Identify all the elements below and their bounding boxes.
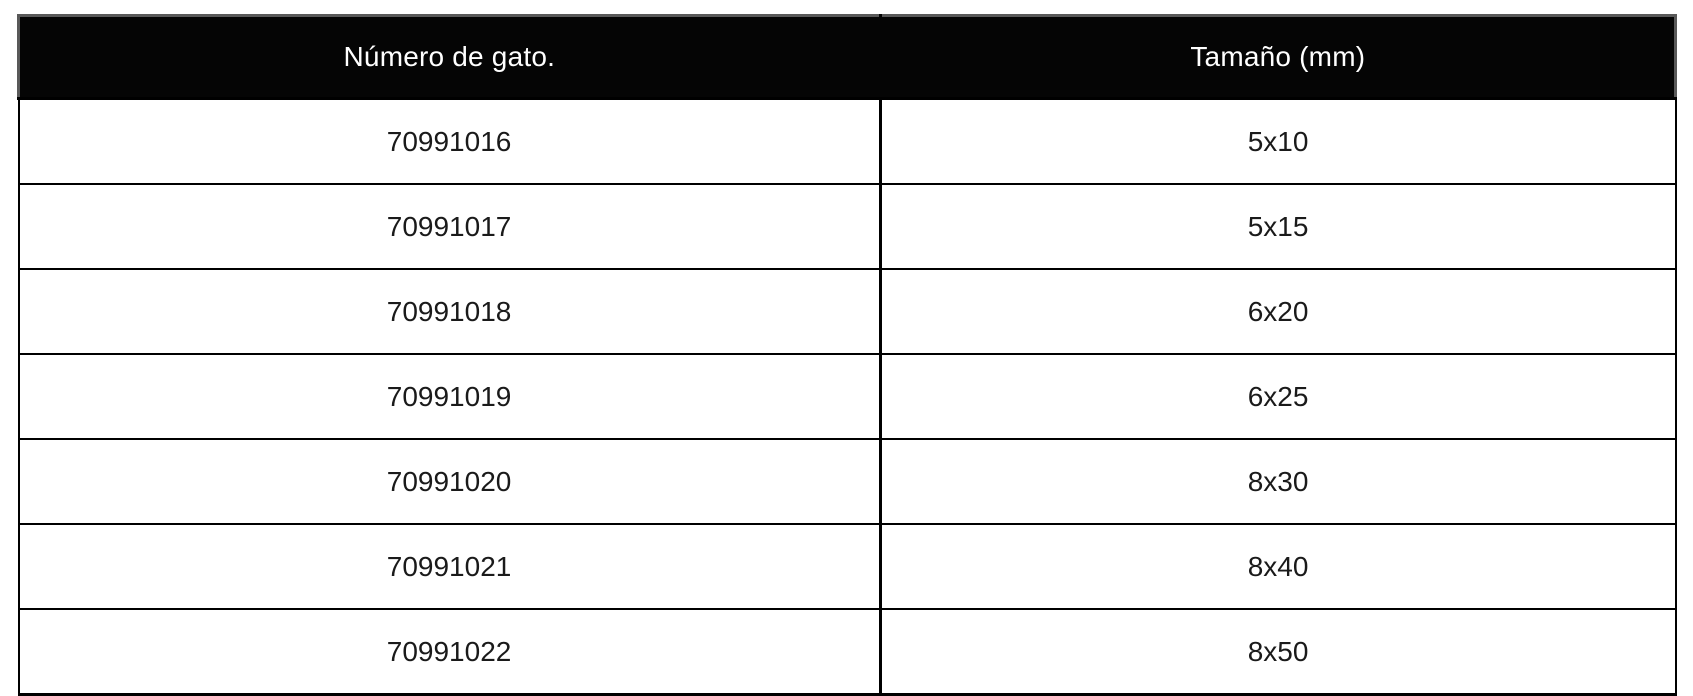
cell-numero-de-gato: 70991020 <box>17 438 882 525</box>
cell-numero-de-gato: 70991022 <box>17 608 882 696</box>
cell-numero-de-gato: 70991016 <box>17 97 882 185</box>
cell-tamano-mm: 8x50 <box>879 608 1677 696</box>
header-row: Número de gato. Tamaño (mm) <box>17 14 1678 100</box>
cell-tamano-mm: 5x15 <box>879 183 1677 270</box>
table-row: 70991019 6x25 <box>17 353 1677 440</box>
column-header-numero-de-gato: Número de gato. <box>17 14 882 100</box>
table-row: 70991020 8x30 <box>17 438 1677 525</box>
cell-numero-de-gato: 70991017 <box>17 183 882 270</box>
cell-numero-de-gato: 70991021 <box>17 523 882 610</box>
jack-size-table: Número de gato. Tamaño (mm) 70991016 5x1… <box>17 14 1678 696</box>
table-row: 70991018 6x20 <box>17 268 1677 355</box>
cell-numero-de-gato: 70991018 <box>17 268 882 355</box>
table-row: 70991021 8x40 <box>17 523 1677 610</box>
cell-numero-de-gato: 70991019 <box>17 353 882 440</box>
table-row: 70991017 5x15 <box>17 183 1677 270</box>
cell-tamano-mm: 5x10 <box>879 97 1677 185</box>
table-row: 70991022 8x50 <box>17 608 1677 696</box>
cell-tamano-mm: 8x30 <box>879 438 1677 525</box>
column-header-tamano-mm: Tamaño (mm) <box>878 14 1678 100</box>
cell-tamano-mm: 8x40 <box>879 523 1677 610</box>
cell-tamano-mm: 6x20 <box>879 268 1677 355</box>
cell-tamano-mm: 6x25 <box>879 353 1677 440</box>
table-row: 70991016 5x10 <box>17 97 1677 185</box>
